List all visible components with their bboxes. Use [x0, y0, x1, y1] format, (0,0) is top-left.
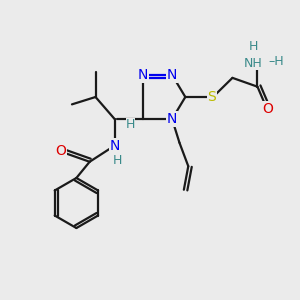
Text: S: S [208, 90, 216, 104]
Text: NH: NH [244, 57, 262, 70]
Text: N: N [167, 68, 177, 82]
Text: H: H [248, 40, 258, 53]
Text: N: N [110, 139, 120, 153]
Text: H: H [126, 118, 135, 131]
Text: H: H [113, 154, 122, 167]
Text: O: O [262, 102, 273, 116]
Text: N: N [167, 112, 177, 126]
Text: N: N [137, 68, 148, 82]
Text: O: O [56, 145, 67, 158]
Text: –H: –H [269, 55, 284, 68]
